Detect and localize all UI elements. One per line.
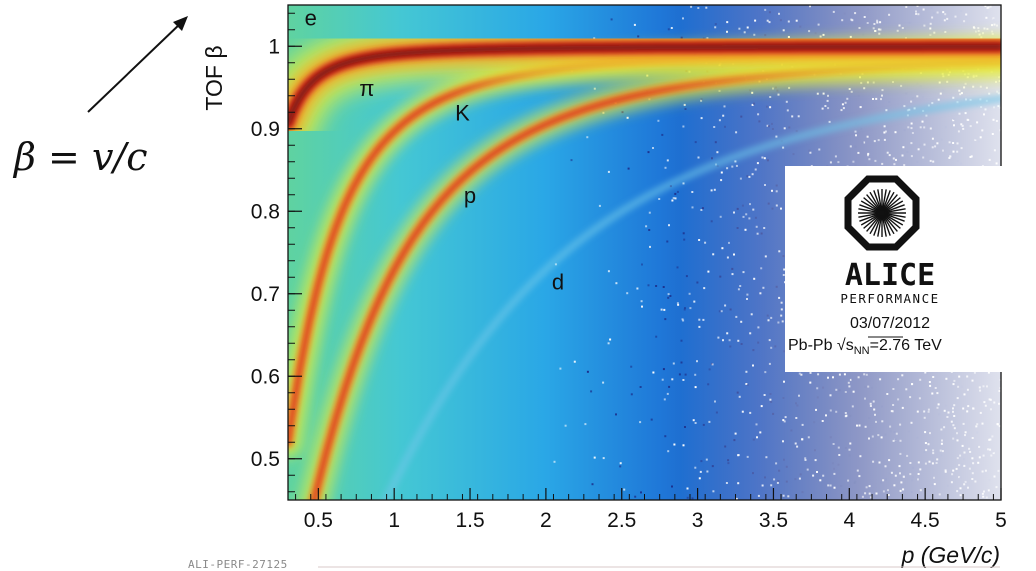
species-label: K [455,101,470,126]
system-text: Pb-Pb √s [788,337,854,354]
y-tick-label: 1 [268,35,280,58]
axis-ticks: 0.5 1 1.5 2 2.5 3 3.5 4 4.5 5 0.5 0.6 0.7 0.8 0.9 1 [251,12,1007,532]
x-tick-label: 4 [843,509,855,532]
logo-subtitle: PERFORMANCE [840,291,939,306]
x-tick-label: 4.5 [911,509,940,532]
species-labels: e π Kp d [305,6,565,295]
x-tick-label: 5 [995,509,1007,532]
y-tick-label: 0.8 [251,200,280,223]
particle-bands [288,16,1001,500]
x-tick-label: 3 [692,509,704,532]
species-label: p [464,183,476,208]
y-axis-title: TOF β [201,45,227,110]
alice-logo-icon [844,175,920,251]
band-deuteron-layer-0 [381,94,1001,500]
logo-date: 03/07/2012 [850,315,930,332]
band-pion-layer-3 [288,44,1001,126]
annotation-arrowhead-icon [173,16,188,31]
x-tick-label: 2 [540,509,552,532]
x-tick-label: 2.5 [607,509,636,532]
system-subscript: NN [854,345,870,357]
y-tick-label: 0.5 [251,448,280,471]
beta-equation: β = v/c [12,135,148,179]
y-tick-label: 0.9 [251,118,280,141]
species-label: e [305,6,317,31]
species-label: π [359,76,374,101]
species-label: d [552,270,564,295]
beta-annotation: β = v/c [12,16,188,179]
x-tick-label: 1.5 [455,509,484,532]
figure-id: ALI-PERF-27125 [188,558,288,571]
x-tick-label: 3.5 [759,509,788,532]
energy-text: =2.76 TeV [870,337,943,354]
logo-collision-system: Pb-Pb √sNN=2.76 TeV [788,337,942,357]
y-tick-label: 0.7 [251,283,280,306]
y-tick-label: 0.6 [251,365,280,388]
x-tick-label: 1 [388,509,400,532]
alice-performance-box: ALICE PERFORMANCE 03/07/2012 Pb-Pb √sNN=… [785,166,1007,372]
x-axis-label: p (GeV/c) [901,542,1000,568]
y-axis-label: TOF β [201,45,227,110]
x-tick-label: 0.5 [304,509,333,532]
logo-box-background [785,166,1007,372]
annotation-arrow [87,21,183,113]
logo-title: ALICE [845,258,935,293]
